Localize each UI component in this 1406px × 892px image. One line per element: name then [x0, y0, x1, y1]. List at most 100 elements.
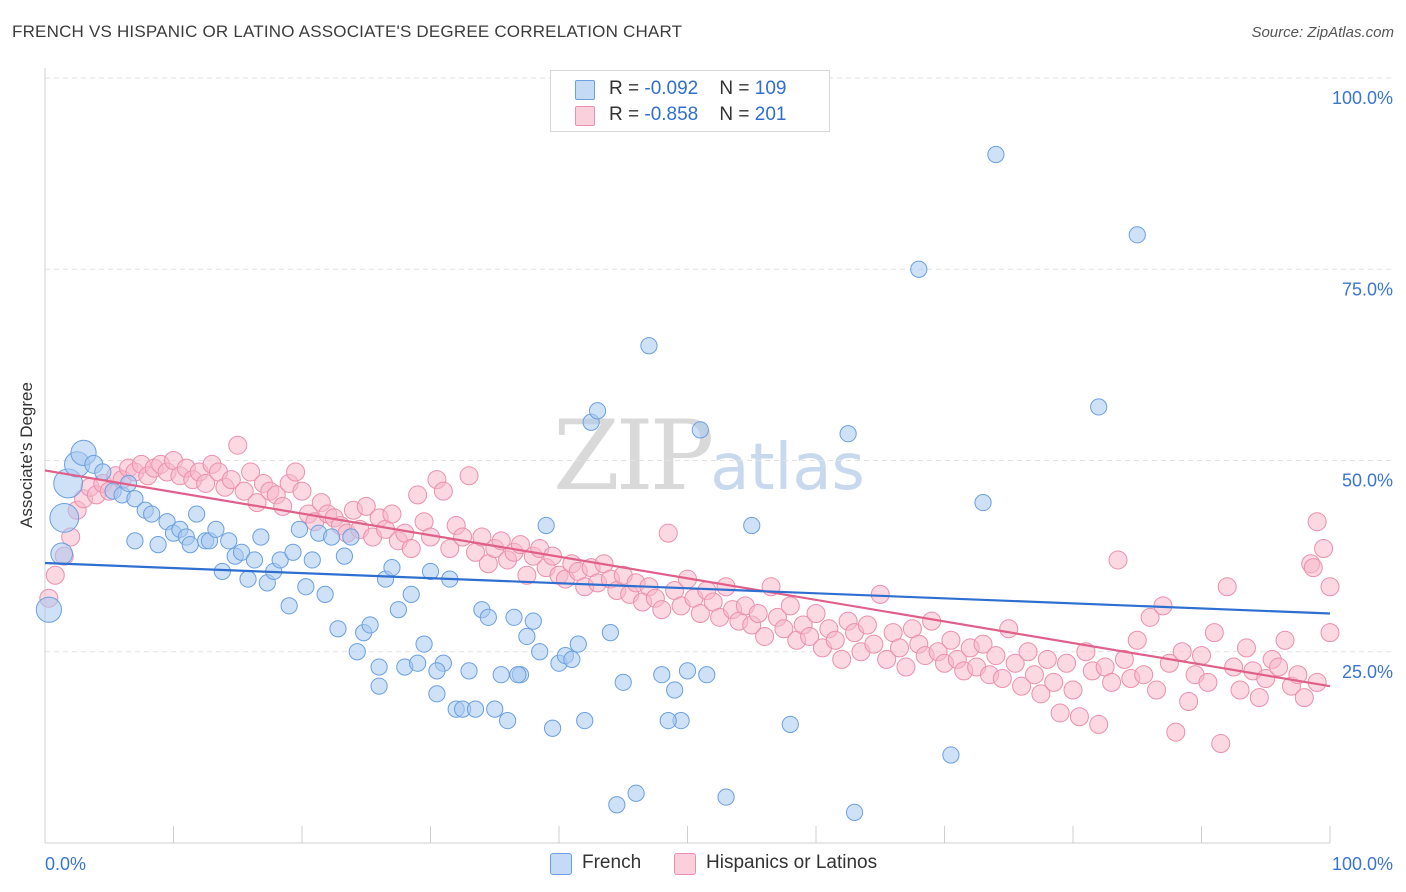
point-hispanic [1172, 642, 1192, 662]
point-french [329, 620, 347, 638]
point-hispanic [1204, 623, 1224, 643]
point-hispanic [1179, 691, 1199, 711]
point-hispanic [1314, 538, 1334, 558]
point-french [531, 643, 549, 661]
point-french [601, 624, 620, 642]
point-hispanic [652, 600, 672, 620]
point-french [614, 673, 632, 691]
point-french [653, 666, 671, 684]
point-french [509, 666, 527, 684]
point-french [987, 145, 1005, 164]
point-french [335, 547, 354, 565]
point-hispanic [1166, 722, 1186, 742]
point-french [492, 666, 510, 684]
point-french [239, 570, 257, 588]
point-hispanic [1236, 638, 1256, 658]
point-hispanic [286, 462, 306, 482]
point-french [563, 650, 581, 669]
point-french [188, 505, 206, 523]
legend-swatch-french [575, 80, 595, 100]
point-french [942, 746, 960, 764]
point-french [845, 803, 864, 822]
y-tick-label: 50.0% [1342, 471, 1393, 491]
point-french [466, 700, 485, 718]
point-french [428, 685, 446, 703]
watermark-zip: ZIP [553, 400, 714, 512]
point-hispanic [890, 638, 910, 658]
point-hispanic [517, 565, 537, 585]
point-hispanic [690, 604, 710, 623]
point-french [781, 715, 799, 734]
point-hispanic [896, 657, 916, 677]
point-hispanic [1102, 672, 1122, 692]
point-hispanic [1069, 707, 1089, 727]
point-french [608, 796, 626, 814]
point-hispanic [755, 626, 775, 646]
bottom-legend-swatch-french [550, 853, 572, 875]
point-hispanic [1050, 703, 1070, 723]
point-french [389, 601, 407, 619]
watermark: ZIPatlas [553, 400, 865, 512]
trendline-french [44, 561, 1331, 615]
x-tick-label-max: 100.0% [1332, 854, 1393, 874]
point-french [143, 505, 161, 523]
point-french [486, 700, 504, 718]
point-hispanic [857, 615, 877, 635]
legend-r-value: -0.858 [644, 104, 699, 125]
point-french [910, 260, 928, 278]
point-french [479, 608, 497, 626]
point-french [370, 677, 388, 695]
point-hispanic [1249, 688, 1269, 708]
point-hispanic [356, 496, 376, 516]
point-french [149, 536, 167, 554]
point-french [421, 562, 440, 581]
point-hispanic [780, 596, 800, 616]
point-french [233, 543, 251, 561]
point-french [588, 402, 607, 420]
point-hispanic [1044, 672, 1064, 692]
point-french [126, 490, 144, 508]
point-hispanic [292, 481, 312, 501]
point-hispanic [1024, 665, 1044, 685]
point-french [271, 551, 289, 569]
point-hispanic [1275, 630, 1295, 650]
y-axis-title: Associate's Degree [17, 382, 36, 528]
point-hispanic [221, 470, 241, 490]
point-hispanic [1114, 649, 1134, 669]
point-hispanic [658, 523, 678, 543]
point-hispanic [1018, 642, 1038, 662]
point-hispanic [1012, 676, 1032, 696]
point-hispanic [433, 481, 453, 501]
point-french [348, 643, 366, 661]
point-hispanic [1211, 734, 1231, 754]
point-french [49, 502, 80, 533]
point-french [666, 681, 684, 699]
point-hispanic [1224, 657, 1244, 677]
legend-n-value: 109 [754, 78, 787, 99]
point-french [252, 528, 270, 546]
point-hispanic [992, 669, 1012, 689]
legend-r-label: R = [609, 78, 645, 99]
point-french [207, 520, 225, 538]
point-hispanic [870, 584, 890, 604]
point-hispanic [472, 527, 492, 547]
point-french [698, 666, 716, 684]
point-hispanic [1089, 714, 1109, 734]
point-hispanic [1217, 577, 1237, 597]
bottom-legend-swatch-hispanic [674, 853, 696, 875]
point-french [460, 662, 478, 680]
point-hispanic [1076, 642, 1096, 662]
point-hispanic [241, 462, 261, 482]
point-french [370, 658, 388, 676]
y-tick-label: 25.0% [1342, 662, 1393, 682]
point-french [717, 788, 735, 806]
legend-n-label: N = [719, 104, 755, 125]
point-french [409, 654, 427, 672]
point-hispanic [234, 481, 254, 501]
bottom-legend-label-french: French [582, 852, 642, 873]
point-hispanic [45, 565, 65, 585]
point-french [505, 608, 523, 626]
point-hispanic [1127, 630, 1147, 650]
point-hispanic [1057, 653, 1077, 673]
